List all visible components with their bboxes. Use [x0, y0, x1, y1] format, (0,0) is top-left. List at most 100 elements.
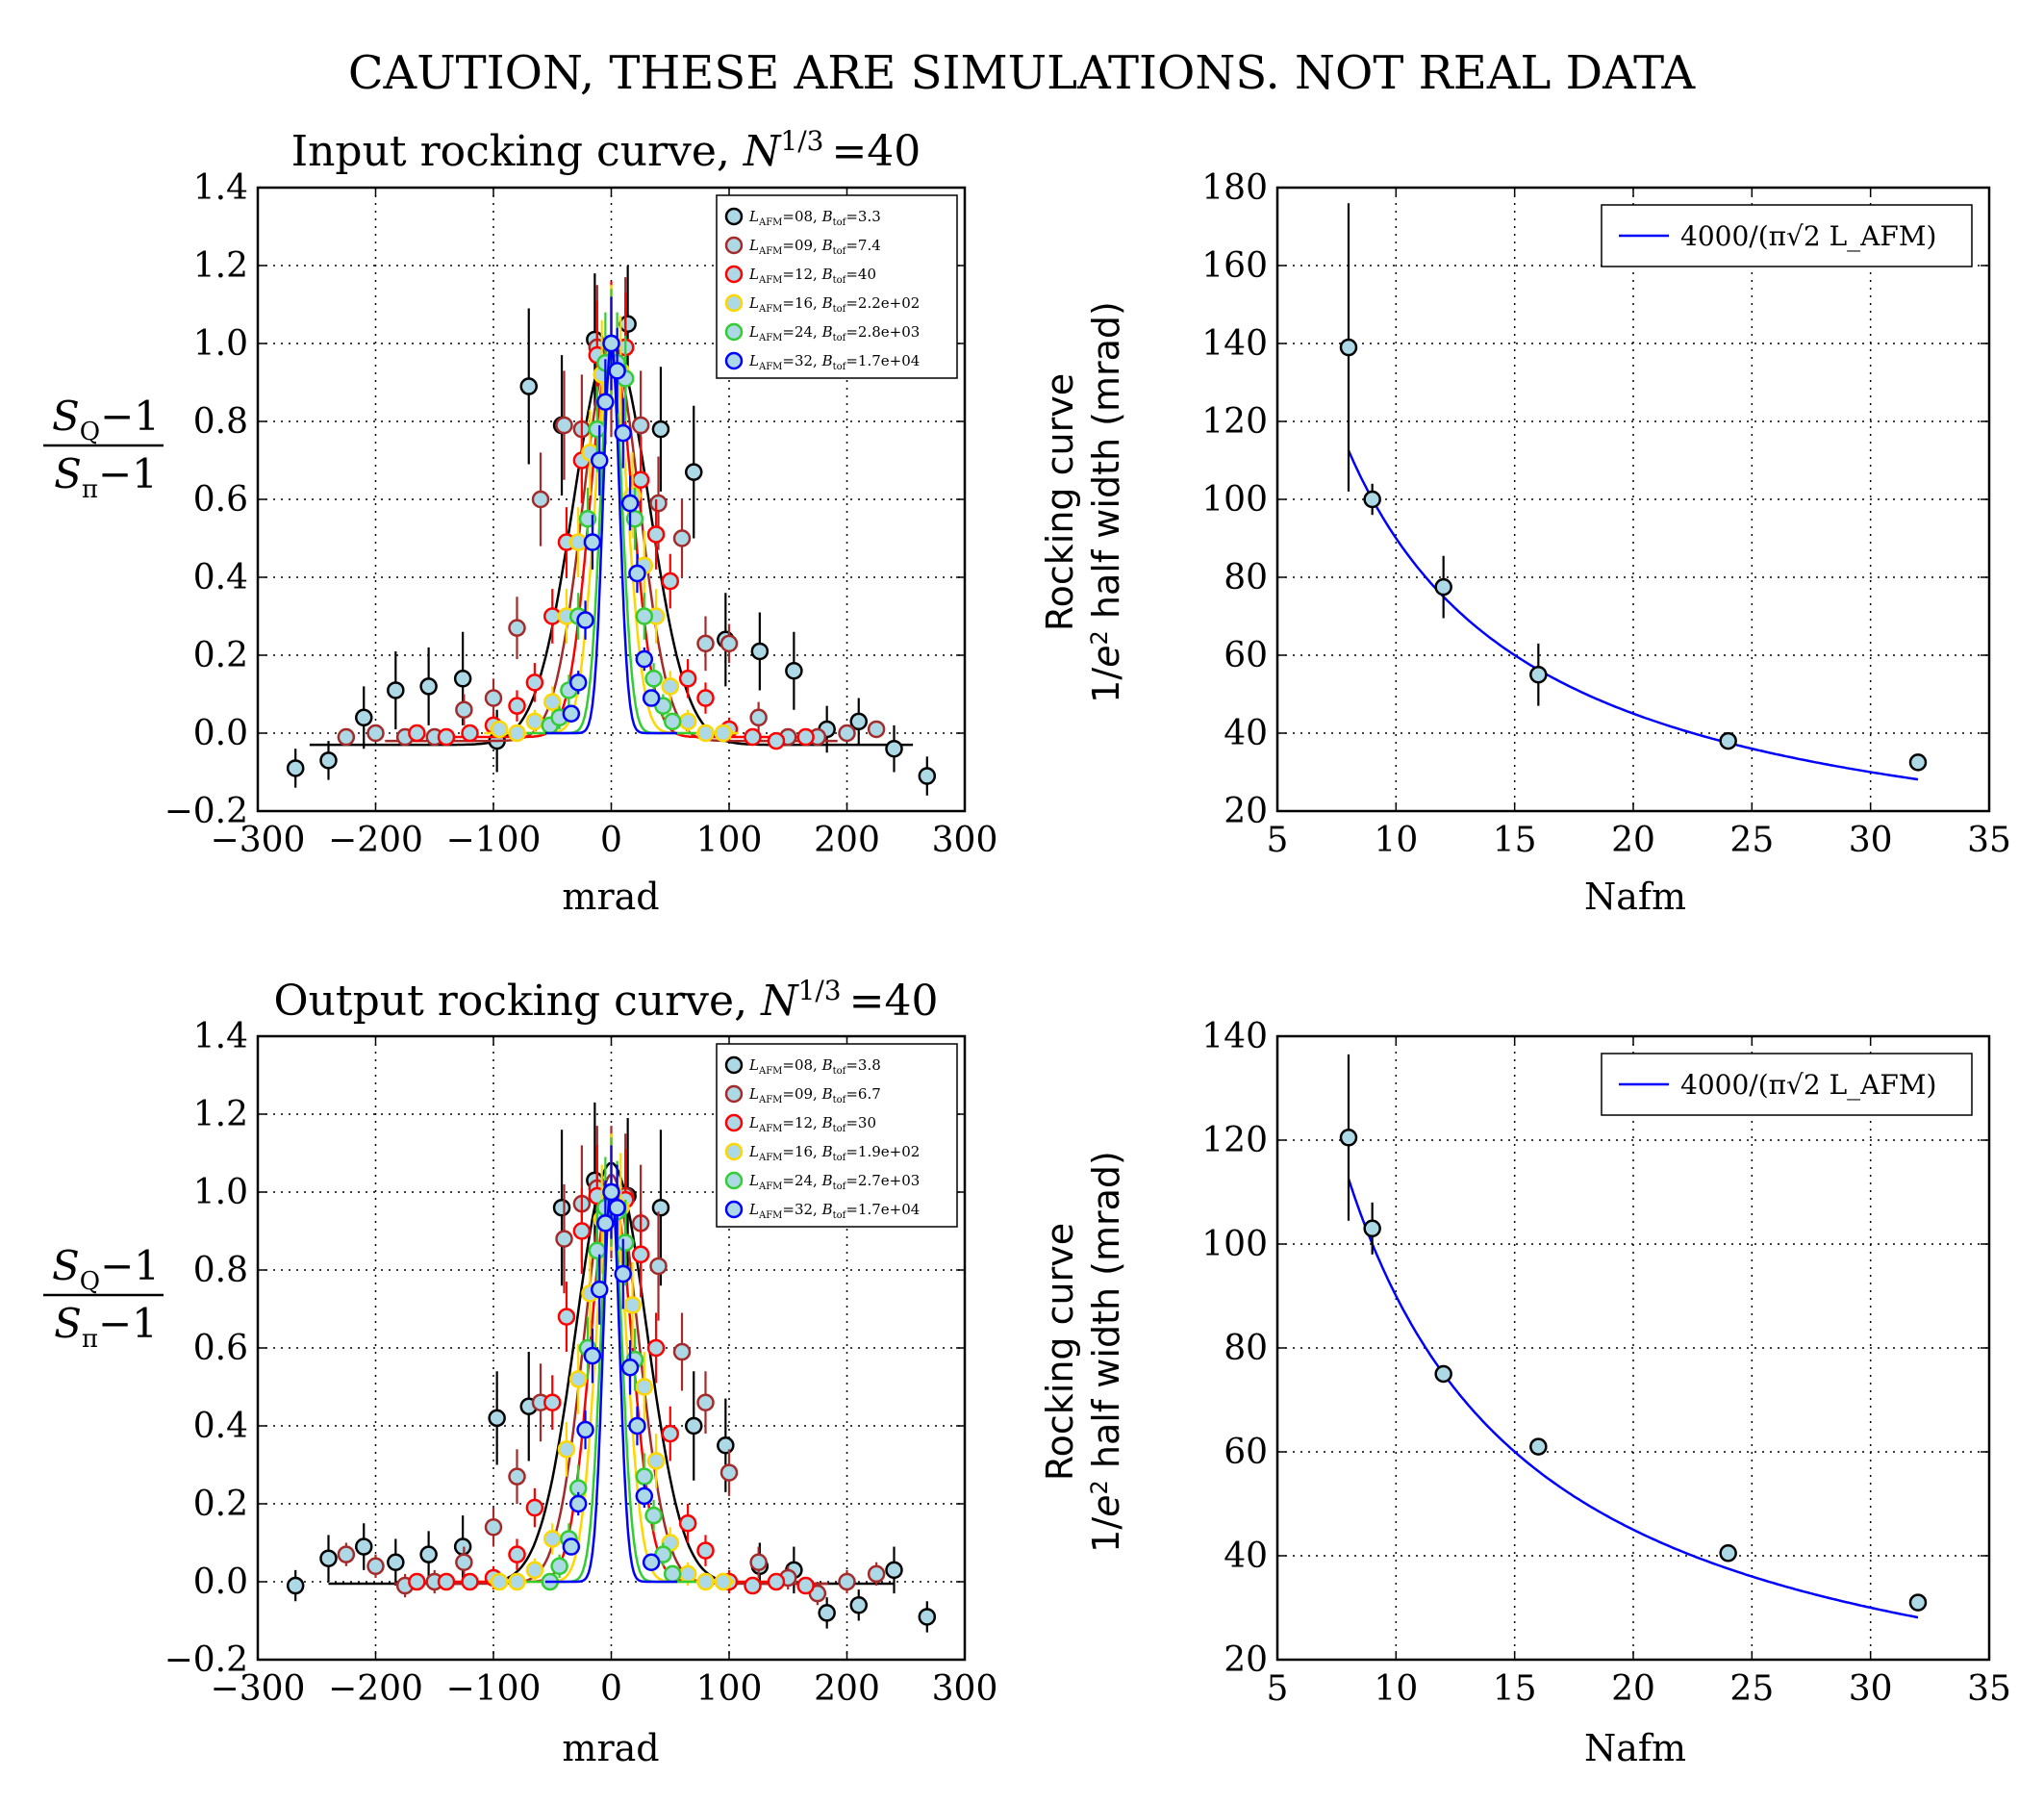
x-tick-label: −300: [211, 821, 306, 860]
data-point: [719, 1463, 739, 1482]
x-tick-label: 10: [1374, 821, 1418, 860]
data-point: [678, 1564, 697, 1584]
data-point: [885, 1561, 903, 1580]
axes-frame: [1275, 186, 1991, 813]
data-point: [885, 739, 903, 758]
y-tick-label: 40: [1224, 714, 1268, 753]
data-point: [749, 1553, 768, 1571]
data-point: [519, 377, 538, 395]
data-point: [635, 649, 654, 669]
y-tick-label: 120: [1201, 402, 1268, 442]
legend-marker: [724, 265, 744, 284]
data-point: [437, 1572, 456, 1591]
data-point: [796, 1576, 815, 1595]
legend-marker: [724, 236, 744, 255]
legend-entry: LAFM=08, Btof=3.3: [748, 208, 881, 228]
legend-marker: [724, 293, 744, 313]
data-point: [508, 724, 526, 743]
legend-entry: 4000/(π√2 L_AFM): [1680, 220, 1936, 252]
data-point: [616, 1233, 635, 1252]
data-point: [1908, 1593, 1928, 1612]
y-tick-label: 120: [1201, 1121, 1268, 1160]
ticks: −300 −200 −100 0 100 200 300 −0.2 0.0 0.2 0.4 0.6 0.…: [164, 168, 998, 860]
data-point: [1363, 490, 1381, 509]
data-point: [408, 724, 426, 743]
svg-text:SQ−1: SQ−1: [52, 1242, 160, 1296]
grid: [1277, 1036, 1989, 1660]
data-point: [453, 1537, 472, 1556]
y-tick-label: −0.2: [164, 1640, 248, 1680]
data-point: [661, 677, 679, 696]
data-point: [685, 463, 703, 481]
data-point: [531, 490, 550, 509]
y-tick-label: 0.6: [193, 1329, 248, 1368]
data-point: [508, 1467, 526, 1486]
data-point: [767, 1572, 786, 1591]
data-point: [1719, 1544, 1737, 1563]
legend-marker: [724, 1084, 744, 1104]
data-point: [628, 564, 646, 583]
y-tick-label: 60: [1224, 1433, 1268, 1472]
x-tick-label: 200: [814, 1669, 880, 1709]
data-point: [717, 1436, 735, 1455]
data-point: [618, 315, 637, 333]
data-point: [608, 1198, 626, 1217]
data-point: [602, 334, 620, 353]
legend-entry: LAFM=12, Btof=30: [748, 1114, 876, 1134]
data-point: [838, 724, 856, 743]
data-point: [419, 677, 438, 696]
data-point: [649, 1257, 668, 1276]
data-point: [796, 727, 815, 747]
svg-text:Sπ−1: Sπ−1: [54, 1300, 158, 1354]
data-point: [651, 1198, 670, 1217]
input-rocking-title: Input rocking curve, N1/3 =40: [291, 125, 921, 176]
data-point: [588, 419, 607, 439]
y-tick-label: 20: [1224, 1640, 1268, 1680]
data-point: [488, 1409, 506, 1428]
data-point: [672, 529, 692, 547]
legend-frame: [716, 194, 958, 379]
data-point: [572, 1222, 592, 1240]
x-tick-label: 5: [1267, 821, 1289, 860]
svg-text:1/e2 half width (mrad): 1/e2 half width (mrad): [1085, 301, 1127, 703]
data-point: [661, 572, 679, 591]
y-tick-label: 80: [1224, 1329, 1268, 1368]
legend-entry: LAFM=32, Btof=1.7e+04: [748, 352, 920, 372]
data-point: [408, 1572, 426, 1591]
data-point: [461, 724, 479, 743]
y-tick-label: 0.0: [193, 714, 248, 753]
y-tick-label: 80: [1224, 558, 1268, 597]
data-point: [714, 1572, 733, 1591]
data-point: [646, 1452, 666, 1470]
data-point: [602, 1182, 620, 1202]
y-tick-label: 140: [1201, 324, 1268, 364]
data-point: [614, 1264, 632, 1283]
y-tick-label: −0.2: [164, 792, 248, 831]
series-32: [544, 1145, 678, 1584]
data-point: [453, 670, 472, 688]
svg-text:Rocking curve: Rocking curve: [1039, 373, 1081, 631]
input-rocking-xlabel: mrad: [562, 876, 659, 918]
data-point: [767, 731, 786, 750]
input-width-ylabel: Rocking curve 1/e2 half width (mrad): [1039, 301, 1127, 703]
ticks: −300 −200 −100 0 100 200 300 −0.2 0.0 0.2 0.4 0.6 0.…: [164, 1017, 998, 1709]
y-tick-label: 0.4: [193, 558, 248, 597]
data-point: [366, 724, 385, 743]
ticks: 5 10 15 20 25 30 35 20 40 60 80 100 120 140: [1201, 1017, 2011, 1709]
data-point: [678, 1514, 697, 1533]
data-point: [696, 1541, 715, 1560]
legend: 4000/(π√2 L_AFM): [1601, 1053, 1973, 1116]
data-point: [337, 1545, 356, 1563]
data-point: [484, 1518, 503, 1537]
data-point: [918, 1608, 937, 1626]
figure-suptitle: CAUTION, THESE ARE SIMULATIONS. NOT REAL…: [348, 46, 1697, 100]
data-point: [635, 1486, 654, 1506]
data-point: [849, 1596, 868, 1614]
data-point: [508, 1545, 526, 1563]
data-point: [744, 1576, 762, 1595]
data-point: [525, 1561, 544, 1580]
series-32: [544, 296, 678, 735]
legend-entry: LAFM=24, Btof=2.7e+03: [748, 1172, 920, 1192]
data-point: [562, 704, 581, 723]
x-tick-label: 30: [1849, 1669, 1893, 1709]
